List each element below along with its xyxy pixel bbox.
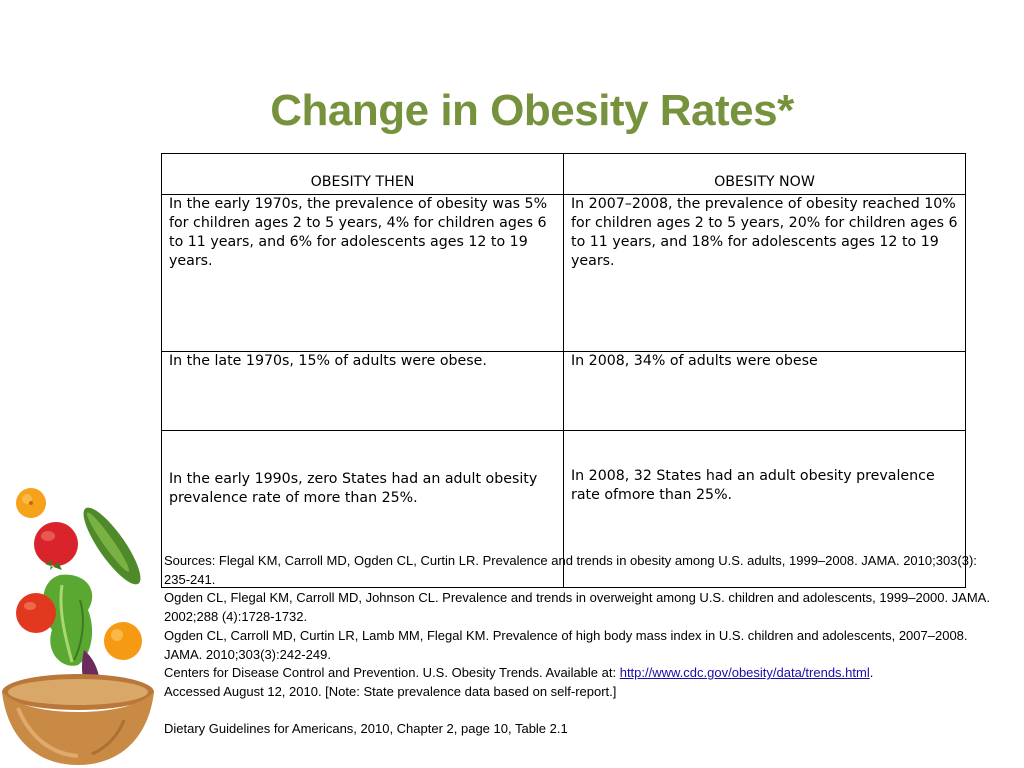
source-flegal-2010: Sources: Flegal KM, Carroll MD, Ogden CL… <box>164 553 977 587</box>
orange-icon <box>104 622 142 660</box>
cell-children-now: In 2007–2008, the prevalence of obesity … <box>563 194 966 352</box>
table-header-row: OBESITY THEN OBESITY NOW <box>161 153 966 195</box>
sources-block: Sources: Flegal KM, Carroll MD, Ogden CL… <box>164 552 994 739</box>
source-cdc-period: . <box>869 665 874 681</box>
table-row: In the early 1990s, zero States had an a… <box>161 430 966 588</box>
table-row: In the late 1970s, 15% of adults were ob… <box>161 351 966 431</box>
source-cdc: Centers for Disease Control and Preventi… <box>164 664 994 683</box>
orange-icon <box>16 488 46 518</box>
wooden-bowl-icon <box>2 674 154 765</box>
cell-adults-then: In the late 1970s, 15% of adults were ob… <box>161 351 564 431</box>
source-cdc-text: Centers for Disease Control and Preventi… <box>164 665 620 681</box>
cell-adults-now: In 2008, 34% of adults were obese <box>563 351 966 431</box>
vegetable-bowl-illustration <box>2 488 154 765</box>
source-ogden-2010: Ogden CL, Carroll MD, Curtin LR, Lamb MM… <box>164 627 968 662</box>
cucumber-icon <box>83 507 141 585</box>
cell-states-then: In the early 1990s, zero States had an a… <box>161 430 564 588</box>
source-dietary-guidelines: Dietary Guidelines for Americans, 2010, … <box>164 721 568 737</box>
slide-title: Change in Obesity Rates* <box>270 86 794 135</box>
header-obesity-now: OBESITY NOW <box>563 153 966 195</box>
cell-states-now: In 2008, 32 States had an adult obesity … <box>563 430 966 588</box>
cell-children-then: In the early 1970s, the prevalence of ob… <box>161 194 564 352</box>
source-accessed-note: Accessed August 12, 2010. [Note: State p… <box>164 683 617 699</box>
source-ogden-2002: Ogden CL, Flegal KM, Carroll MD, Johnson… <box>164 590 990 625</box>
obesity-table: OBESITY THEN OBESITY NOW In the early 19… <box>161 153 966 588</box>
spacer <box>164 702 994 721</box>
tomato-icon <box>34 522 78 570</box>
table-row: In the early 1970s, the prevalence of ob… <box>161 194 966 352</box>
tomato-icon <box>16 593 56 633</box>
cdc-trends-link[interactable]: http://www.cdc.gov/obesity/data/trends.h… <box>619 665 870 681</box>
header-obesity-then: OBESITY THEN <box>161 153 564 195</box>
lettuce-icon <box>42 574 93 666</box>
